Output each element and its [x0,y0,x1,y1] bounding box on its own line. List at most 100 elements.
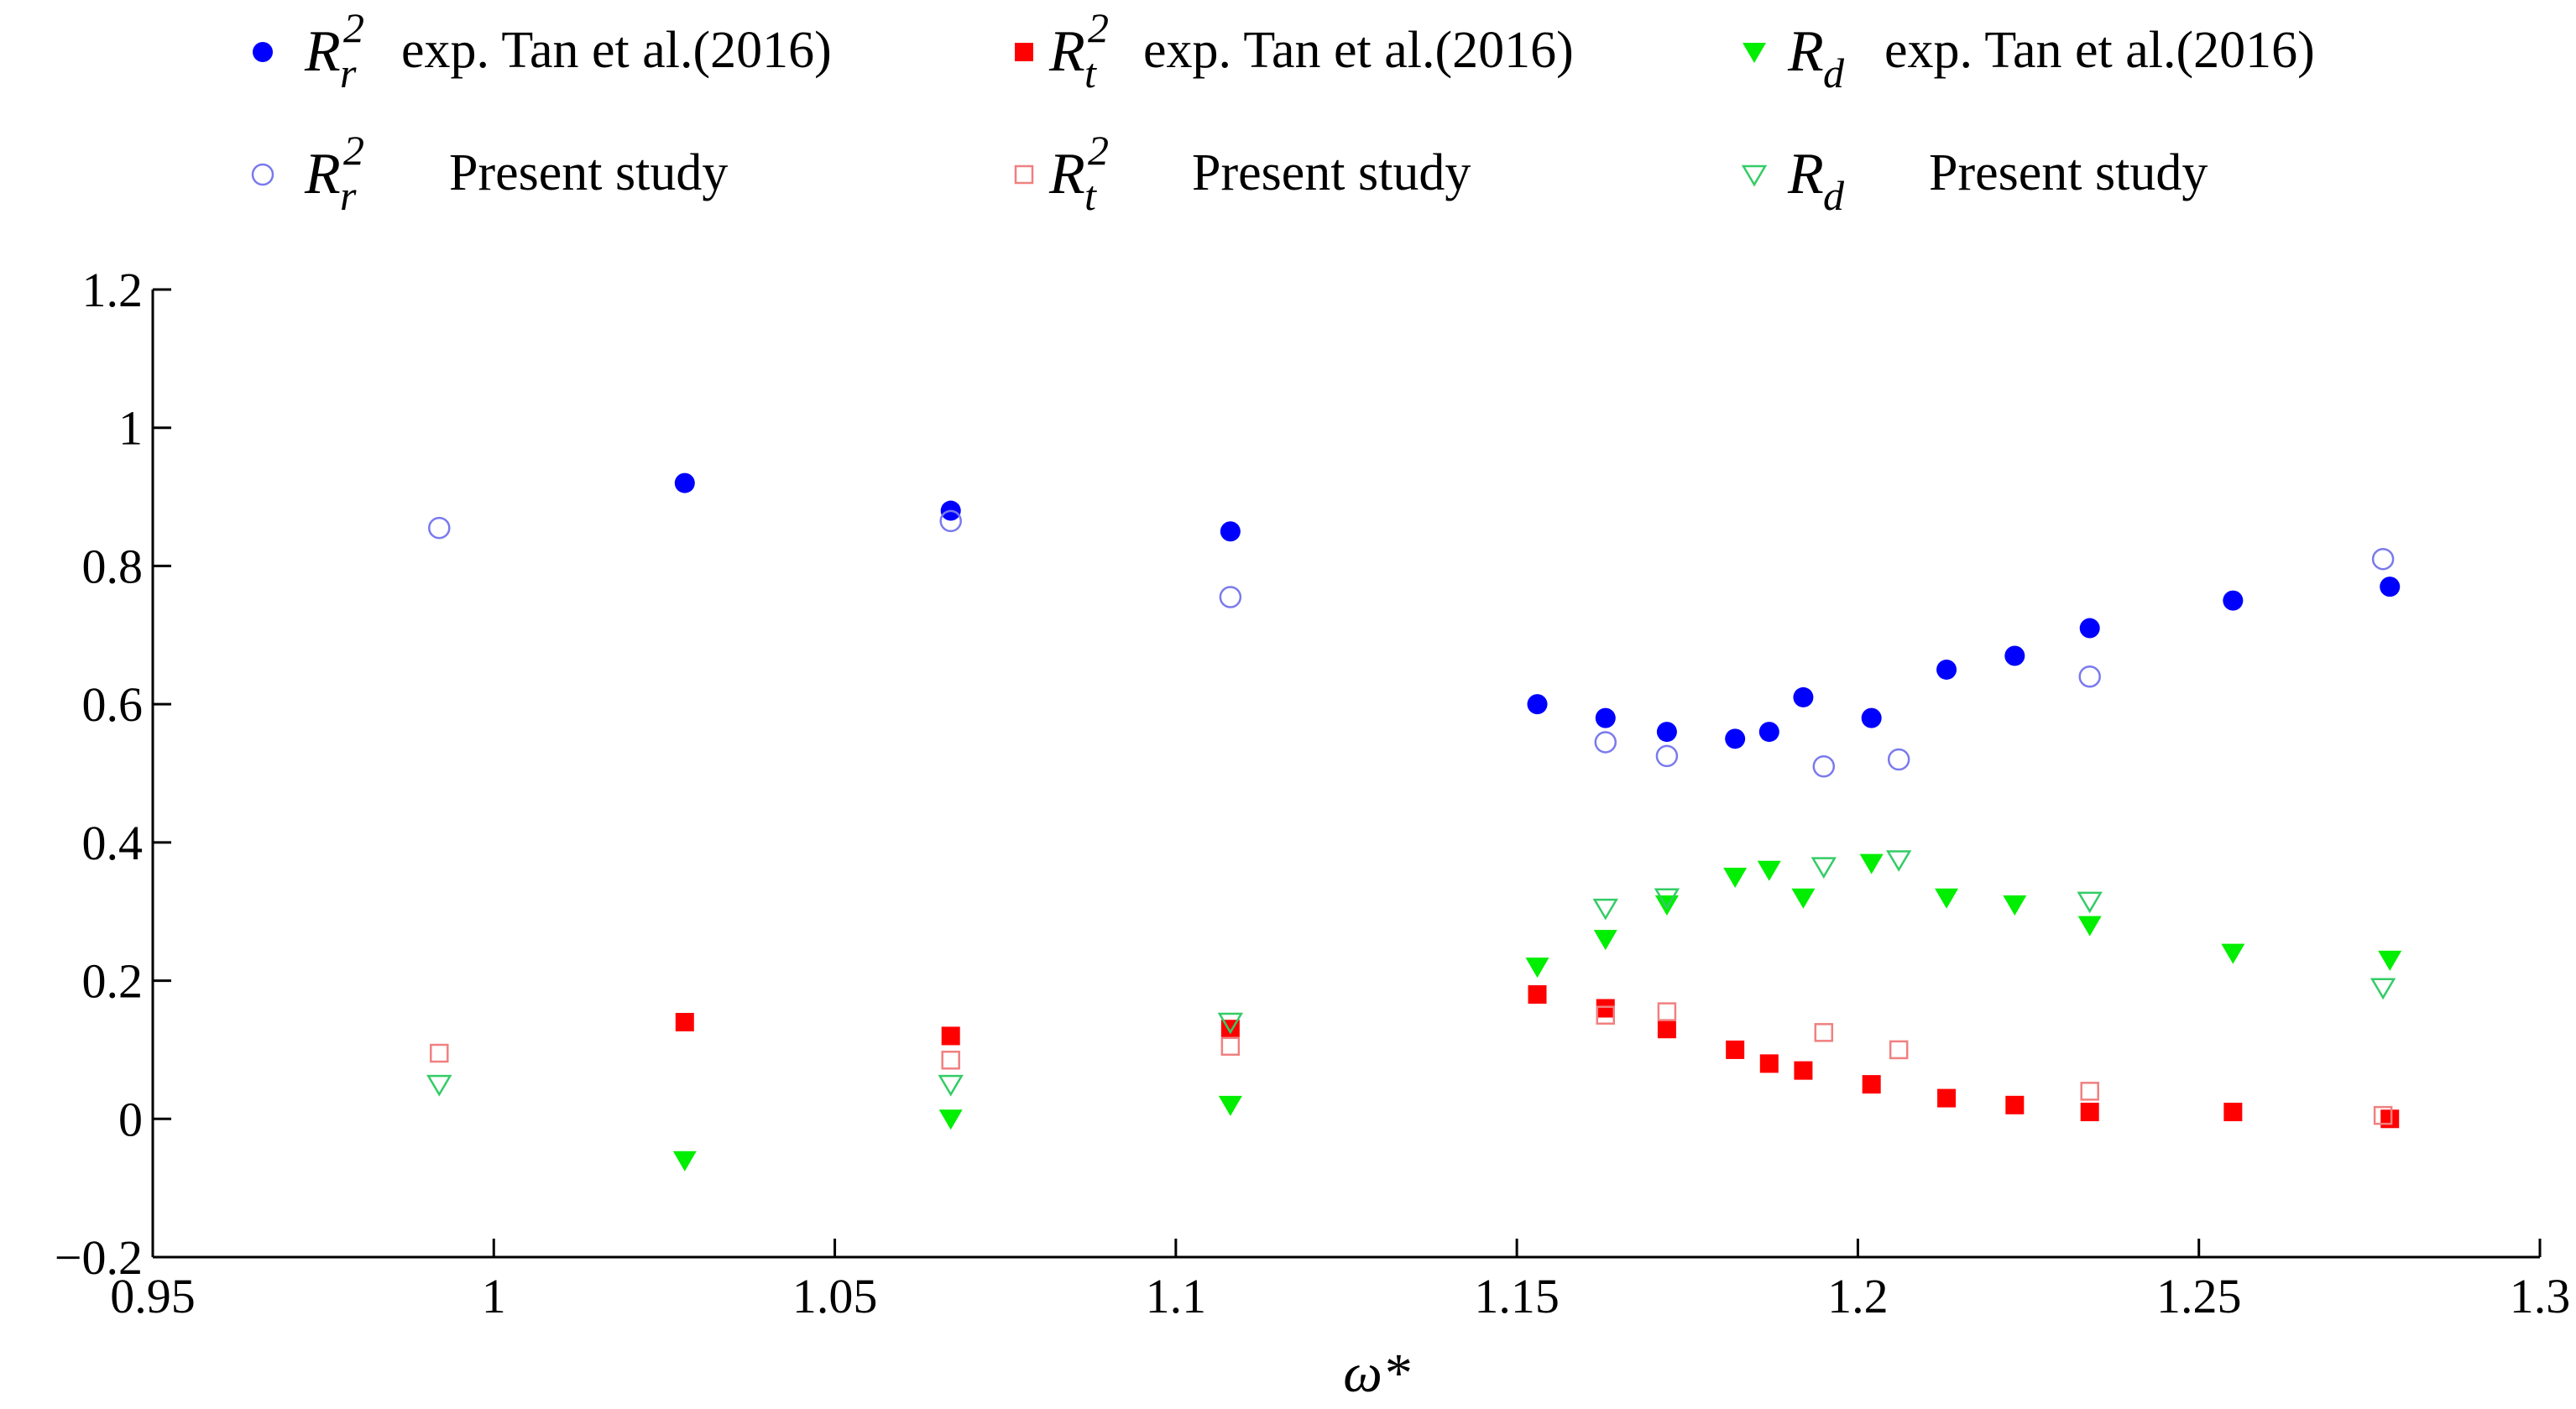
y-tick-label: 0.6 [82,677,144,732]
legend-symbol: R [304,142,341,206]
data-point-rd-present [938,1074,964,1097]
y-tick-label: 1.2 [82,263,144,317]
data-point-rt-exp [1759,1054,1779,1073]
data-point-rt-exp [675,1012,694,1031]
data-point-rd-present [2370,978,2396,1000]
legend-marker-rt-exp [1015,43,1033,61]
data-point-rr-present [939,509,962,533]
data-point-rd-exp [2378,950,2402,971]
series-rr-exp [674,472,2401,749]
data-point-rd-exp [1654,895,1679,916]
data-point-rr-present [1812,755,1836,778]
x-tick-label: 1 [482,1269,506,1323]
legend-subscript: t [1084,172,1097,219]
legend-symbol: R [304,19,341,84]
data-point-rd-present [1217,1012,1244,1035]
legend-symbol: R [1048,142,1085,206]
data-point-rr-exp [1725,728,1746,749]
data-point-rt-exp [1726,1040,1745,1059]
y-tick-label: 0.8 [82,539,144,593]
data-point-rt-exp [1657,1020,1676,1039]
data-point-rt-present [2080,1082,2099,1101]
data-point-rd-exp [1525,958,1549,978]
data-point-rt-exp [1528,985,1547,1005]
legend-subscript: d [1823,172,1845,219]
legend-subscript: r [340,50,357,97]
data-point-rr-present [1219,586,1242,608]
data-point-rd-exp [2221,943,2245,964]
series-rr-present [428,509,2395,778]
legend-marker-rr-exp [253,42,273,62]
data-point-rr-present [1655,744,1679,768]
legend-label: Present study [449,144,728,201]
data-point-rr-exp [1220,521,1241,542]
y-tick-label: 0 [118,1092,143,1146]
data-point-rd-exp [1757,860,1781,881]
data-point-rr-present [428,516,451,540]
plot-marks [426,472,2402,1172]
legend-superscript: 2 [343,4,364,51]
x-tick-label: 1.1 [1146,1269,1207,1323]
data-point-rr-present [2371,547,2395,571]
x-tick-label: 1.3 [2510,1269,2571,1323]
data-point-rr-present [1594,731,1617,754]
data-point-rd-exp [1723,868,1748,889]
axes: 0.95 1 1.05 1.1 1.15 1.2 1.25 1.3 −0.2 0 0.2 0.4 0.6… [55,263,2570,1323]
data-point-rt-present [1220,1036,1241,1057]
x-tick-label: 1.05 [792,1269,878,1323]
data-point-rr-exp [674,472,695,493]
series-rd-present [426,850,2396,1097]
data-point-rr-exp [1595,707,1616,728]
legend-marker-rd-exp [1743,43,1766,63]
data-point-rd-exp [672,1151,697,1172]
x-tick-label: 1.15 [1474,1269,1560,1323]
data-point-rr-exp [1793,686,1814,707]
legend-symbol: R [1787,19,1824,84]
legend-superscript: 2 [1088,4,1109,51]
data-point-rt-present [1889,1040,1909,1060]
legend-subscript: d [1823,50,1845,97]
legend-marker-rt-present [1014,164,1034,185]
data-point-rt-present [430,1043,449,1063]
data-point-rd-present [1592,898,1618,921]
legend-label: exp. Tan et al.(2016) [1143,22,1574,79]
data-point-rr-exp [1656,722,1677,743]
data-point-rr-exp [1936,659,1957,680]
y-tick-label: −0.2 [55,1230,143,1285]
x-axis-title: ω* [1343,1343,1410,1404]
series-rd-exp [672,853,2402,1172]
data-point-rd-exp [1593,930,1617,951]
data-point-rd-exp [1935,888,1959,909]
legend-label: exp. Tan et al.(2016) [401,22,832,79]
legend-label: exp. Tan et al.(2016) [1884,22,2315,79]
legend-symbol: R [1787,142,1824,206]
data-point-rr-exp [2079,618,2100,639]
data-point-rr-exp [1527,694,1548,715]
data-point-rd-present [1885,850,1912,872]
legend-subscript: t [1084,50,1097,97]
data-point-rd-present [2077,891,2103,914]
y-tick-label: 0.4 [82,816,144,870]
data-point-rr-exp [1861,707,1882,728]
data-point-rr-exp [2223,590,2244,611]
data-point-rt-exp [941,1026,960,1046]
data-point-rd-exp [1859,853,1884,874]
legend-label: Present study [1192,144,1471,201]
data-point-rr-present [1887,748,1910,771]
x-tick-label: 1.2 [1827,1269,1889,1323]
data-point-rd-exp [1218,1095,1242,1116]
data-point-rr-present [2078,665,2101,688]
data-point-rt-exp [2223,1103,2243,1122]
data-point-rt-present [2373,1105,2393,1125]
x-tick-label: 1.25 [2156,1269,2242,1323]
data-point-rt-present [1657,1002,1677,1021]
legend-marker-rr-present [251,163,274,186]
